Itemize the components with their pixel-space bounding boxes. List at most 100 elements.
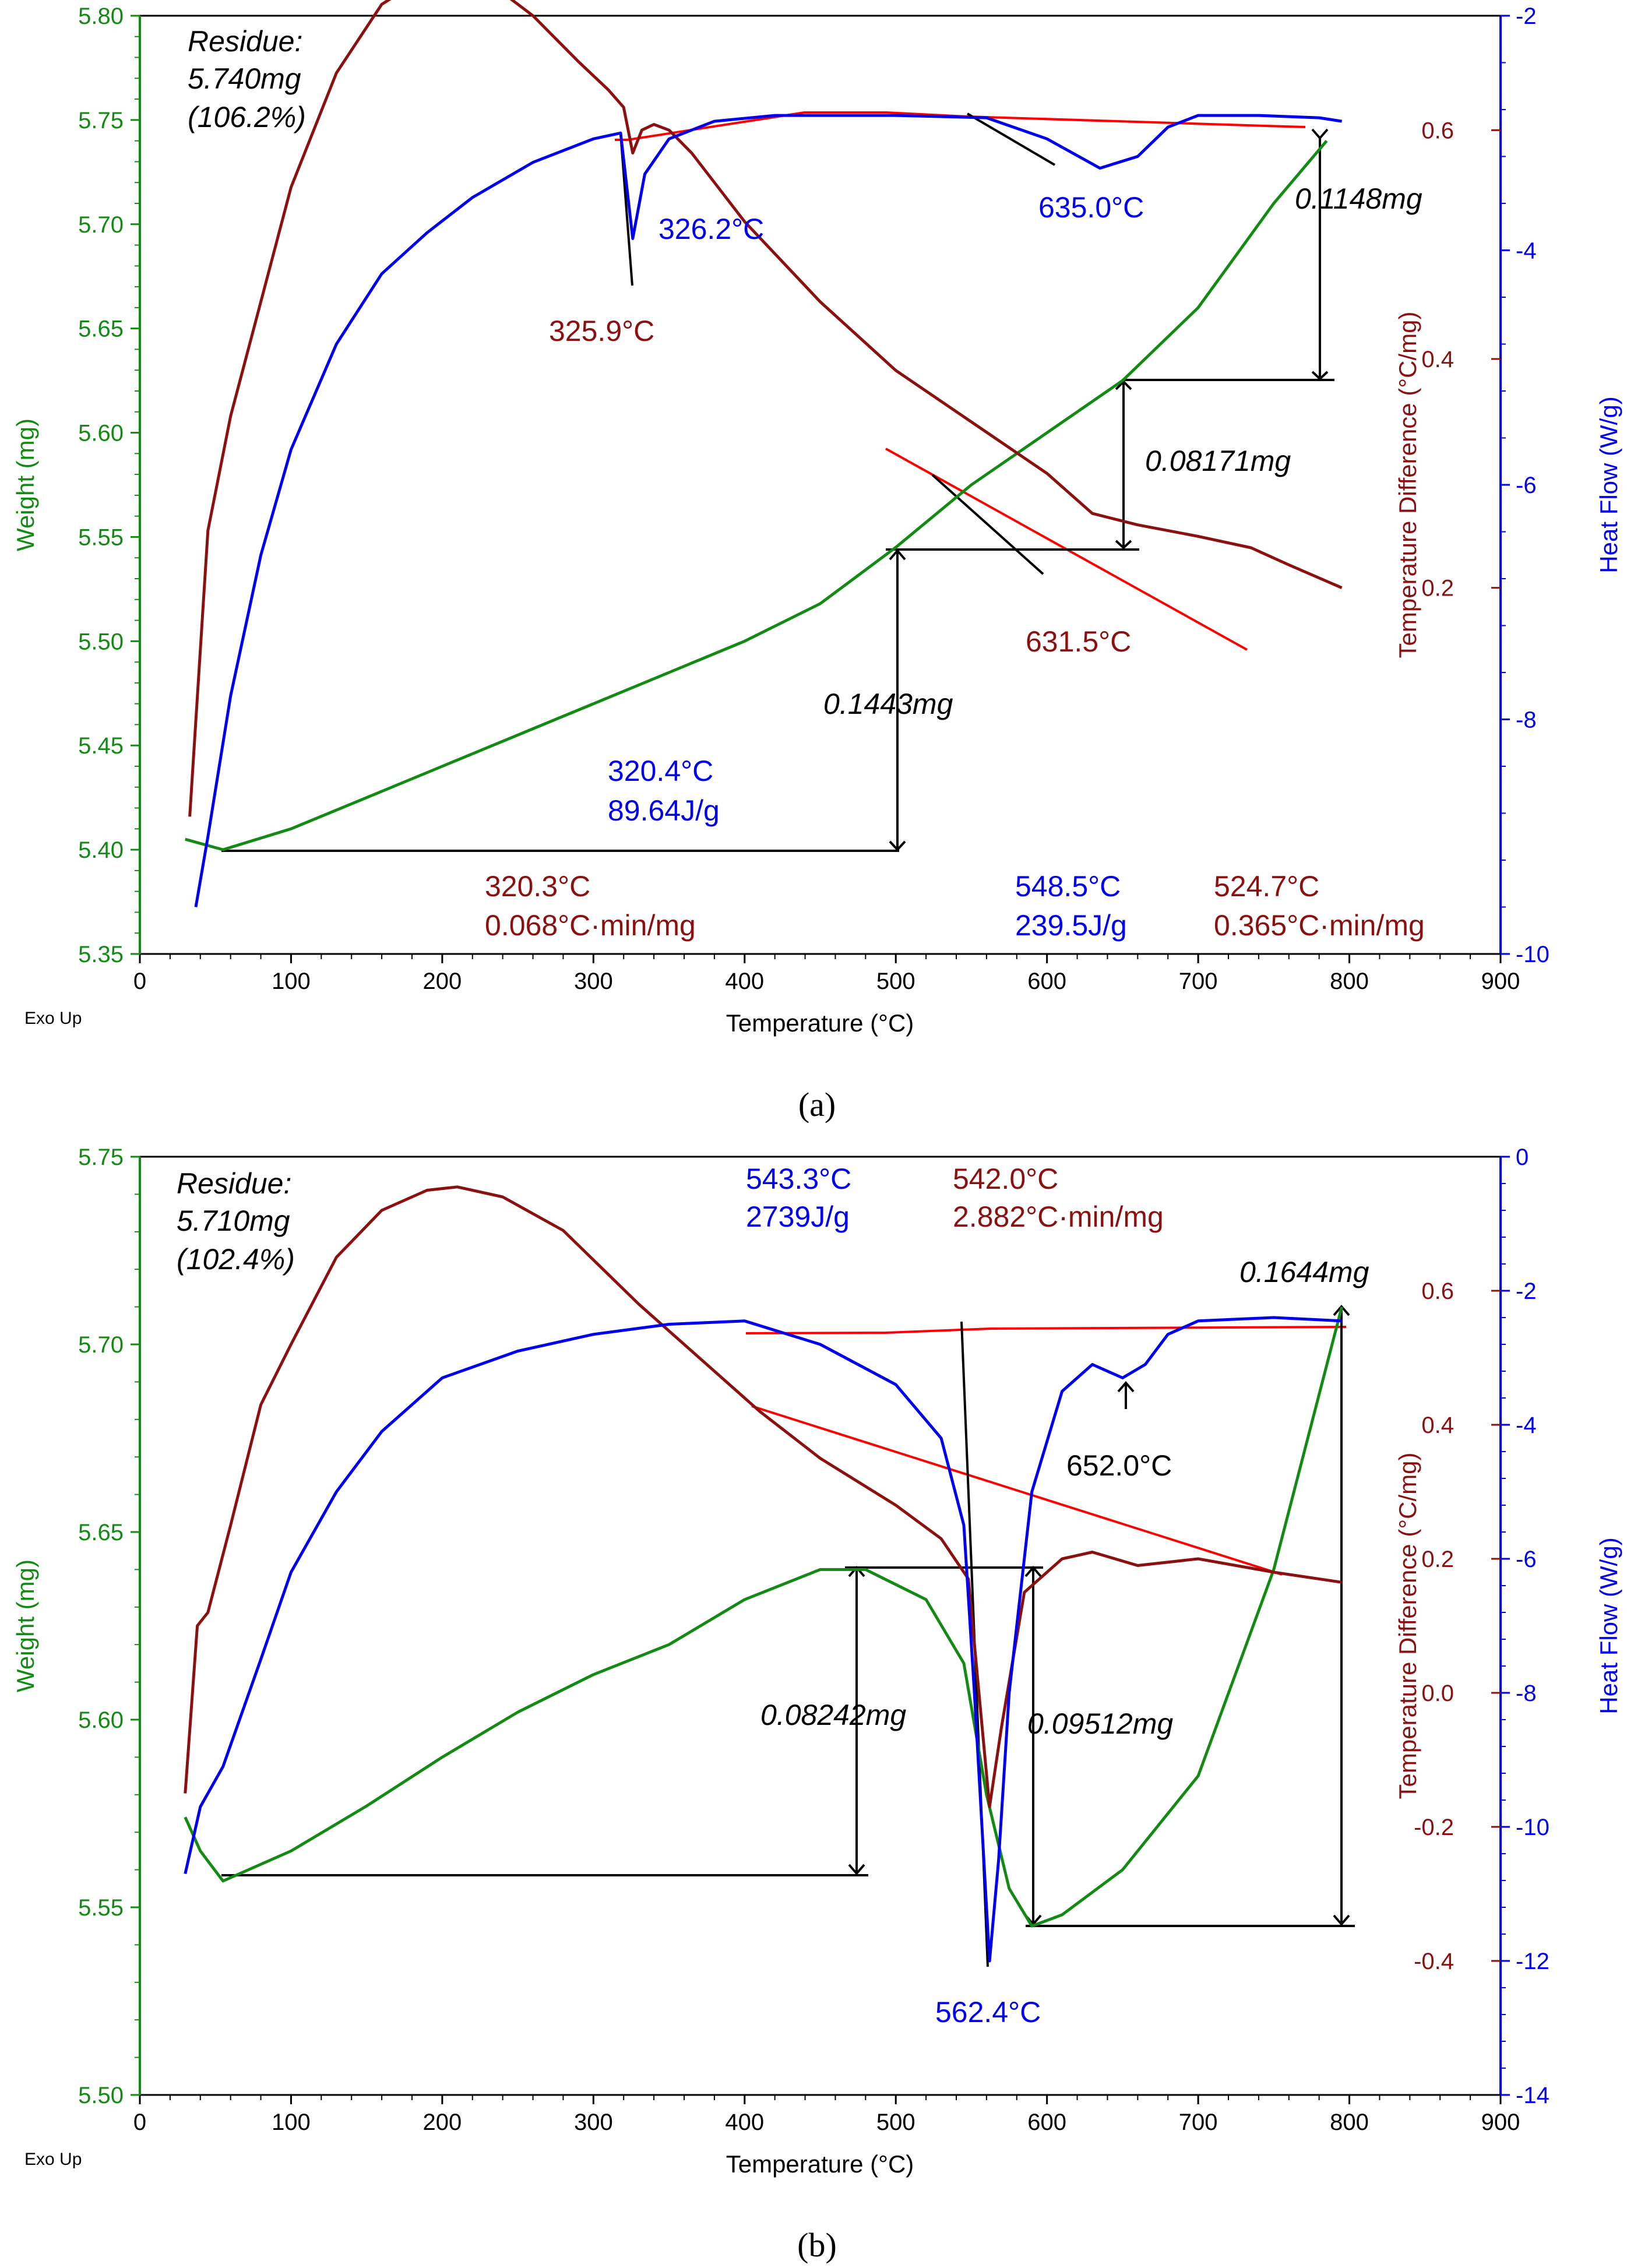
x-tick-label: 400 [725, 969, 764, 994]
svg-text:2.882°C·min/mg: 2.882°C·min/mg [953, 1200, 1164, 1233]
y-right1-tick-label: 0.0 [1421, 1681, 1454, 1706]
series-b [184, 1185, 1344, 1963]
peak-652: 652.0°C [1066, 1449, 1172, 1482]
y-left-tick-label: 5.55 [78, 524, 124, 550]
svg-text:5.740mg: 5.740mg [188, 62, 301, 95]
x-tick-label: 200 [423, 2109, 462, 2135]
y-right2-label-a: Heat Flow (W/g) [1595, 396, 1622, 573]
y-left-tick-label: 5.70 [78, 212, 124, 238]
series-a [185, 0, 1343, 907]
y-left-tick-label: 5.70 [78, 1332, 124, 1358]
y-left-tick-label: 5.60 [78, 1707, 124, 1733]
y-right2-tick-label: -10 [1516, 1815, 1550, 1840]
caption-b: (b) [797, 2226, 837, 2264]
exo-label-b: Exo Up [24, 2150, 82, 2169]
peak-hf-635: 635.0°C [1038, 191, 1144, 224]
hf-int-a2: 548.5°C 239.5J/g [1015, 870, 1127, 942]
svg-text:0.365°C·min/mg: 0.365°C·min/mg [1214, 909, 1425, 942]
residue-a: Residue: 5.740mg (106.2%) [188, 25, 306, 133]
y-right1-tick-label: -0.4 [1414, 1949, 1454, 1974]
x-tick-label: 500 [876, 969, 915, 994]
x-tick-label: 0 [133, 969, 146, 994]
y-right2-tick-label: -8 [1516, 1681, 1537, 1706]
x-tick-label: 0 [133, 2109, 146, 2135]
peak-562: 562.4°C [935, 1996, 1041, 2028]
series-heat-flow-line [194, 114, 1342, 907]
y-right1-tick-label: 0.4 [1421, 1413, 1454, 1438]
x-label-b: Temperature (°C) [726, 2150, 914, 2178]
step-0-08242: 0.08242mg [760, 1699, 906, 1731]
peak-td-631: 631.5°C [1026, 625, 1131, 658]
y-right2-tick-label: -2 [1516, 3, 1537, 29]
peak-td-325: 325.9°C [549, 315, 654, 347]
x-tick-label: 200 [423, 969, 462, 994]
svg-text:239.5J/g: 239.5J/g [1015, 909, 1127, 942]
td-int-a2: 524.7°C 0.365°C·min/mg [1214, 870, 1425, 942]
step-0-09512: 0.09512mg [1027, 1707, 1173, 1740]
step-0-1644: 0.1644mg [1239, 1256, 1369, 1288]
svg-text:548.5°C: 548.5°C [1015, 870, 1121, 903]
residue-b: Residue: 5.710mg (102.4%) [177, 1167, 295, 1276]
svg-text:542.0°C: 542.0°C [953, 1163, 1058, 1195]
y-left-tick-label: 5.75 [78, 1144, 124, 1170]
x-tick-label: 800 [1330, 2109, 1369, 2135]
svg-text:524.7°C: 524.7°C [1214, 870, 1319, 903]
y-left-tick-label: 5.75 [78, 108, 124, 133]
svg-text:0.068°C·min/mg: 0.068°C·min/mg [485, 909, 696, 942]
td-int-a1: 320.3°C 0.068°C·min/mg [485, 870, 696, 942]
y-left-ticks-b: 5.50 5.55 5.60 5.65 5.70 5.75 [78, 1144, 140, 2108]
plot-frame-a [139, 15, 1502, 955]
y-right2-ticks-b: -14 -12 -10 -8 -6 -4 -2 0 [1501, 1144, 1550, 2108]
y-left-label-a: Weight (mg) [12, 418, 39, 551]
y-left-tick-label: 5.65 [78, 316, 124, 342]
panel-a: 0 100 200 300 400 500 600 700 800 900 5.35 5.40 5.4… [12, 0, 1622, 1124]
y-right1-ticks-a: 0.2 0.4 0.6 [1421, 118, 1501, 601]
svg-text:2739J/g: 2739J/g [746, 1200, 850, 1233]
y-right2-tick-label: -8 [1516, 707, 1537, 733]
y-right2-tick-label: -6 [1516, 473, 1537, 498]
x-tick-label: 600 [1027, 2109, 1066, 2135]
y-right2-tick-label: -4 [1516, 1413, 1537, 1438]
series-temperature-difference-line [184, 1185, 1342, 1808]
y-right2-label-b: Heat Flow (W/g) [1595, 1537, 1622, 1714]
svg-text:Residue:: Residue: [177, 1167, 291, 1200]
series-heat-flow-line [184, 1316, 1342, 1963]
x-tick-label: 400 [725, 2109, 764, 2135]
x-tick-label: 100 [272, 969, 311, 994]
x-tick-label: 800 [1330, 969, 1369, 994]
step-0-1148: 0.1148mg [1295, 182, 1422, 215]
y-left-tick-label: 5.50 [78, 629, 124, 654]
y-left-tick-label: 5.80 [78, 3, 124, 29]
y-right2-tick-label: -12 [1516, 1949, 1550, 1974]
peak-hf-326: 326.2°C [658, 213, 764, 245]
x-tick-label: 500 [876, 2109, 915, 2135]
y-right1-label-a: Temperature Difference (°C/mg) [1394, 312, 1421, 658]
svg-text:5.710mg: 5.710mg [177, 1205, 290, 1237]
y-right1-tick-label: 0.2 [1421, 1547, 1454, 1572]
series-weight-line [185, 140, 1328, 851]
y-right1-tick-label: 0.2 [1421, 576, 1454, 601]
step-0-08171: 0.08171mg [1145, 445, 1291, 477]
hf-int-a1: 320.4°C 89.64J/g [608, 755, 720, 827]
y-right2-tick-label: -10 [1516, 942, 1550, 967]
series-temperature-difference-line [188, 0, 1343, 817]
svg-text:320.4°C: 320.4°C [608, 755, 713, 787]
x-ticks-b: 0 100 200 300 400 500 600 700 800 900 [133, 2095, 1520, 2135]
series-weight-line [184, 1306, 1344, 1928]
svg-text:320.3°C: 320.3°C [485, 870, 590, 903]
step-0-1443: 0.1443mg [823, 688, 953, 720]
y-left-tick-label: 5.45 [78, 733, 124, 759]
td-int-b: 542.0°C 2.882°C·min/mg [953, 1163, 1164, 1233]
y-left-ticks-a: 5.35 5.40 5.45 5.50 5.55 5.60 5.65 5.70 5.75 5.80 [78, 3, 140, 967]
svg-text:89.64J/g: 89.64J/g [608, 794, 720, 827]
x-tick-label: 700 [1179, 969, 1218, 994]
y-right2-tick-label: -4 [1516, 238, 1537, 264]
y-left-tick-label: 5.65 [78, 1520, 124, 1545]
y-left-label-b: Weight (mg) [12, 1559, 39, 1692]
x-tick-label: 700 [1179, 2109, 1218, 2135]
x-tick-label: 600 [1027, 969, 1066, 994]
y-right1-tick-label: 0.4 [1421, 347, 1454, 372]
y-right1-tick-label: 0.6 [1421, 1279, 1454, 1304]
y-left-tick-label: 5.55 [78, 1895, 124, 1921]
